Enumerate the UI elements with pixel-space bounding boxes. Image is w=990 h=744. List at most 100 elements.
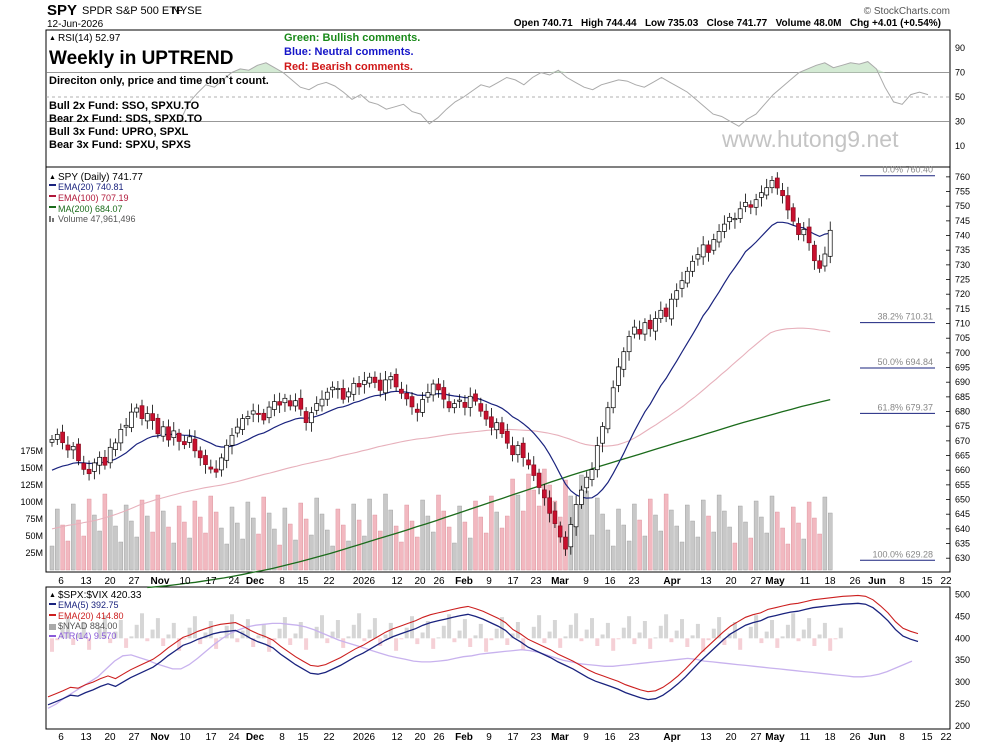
nyad-bar (510, 633, 515, 639)
copyright-label: © StockCharts.com (864, 6, 950, 17)
volume-bar (663, 493, 669, 571)
nyad-bar (701, 638, 706, 652)
nyad-bar (118, 620, 123, 639)
legend-ema20: EMA(20) 740.81 (58, 182, 124, 192)
legend-volume: Volume 47,961,496 (58, 214, 136, 224)
nyad-bar (388, 622, 393, 639)
volume-bar (277, 544, 282, 571)
candle-up (219, 457, 224, 471)
volume-bar (473, 500, 478, 571)
nyad-bar (235, 638, 240, 643)
candle-down (340, 388, 346, 400)
volume-bar (129, 520, 134, 571)
candle-up (684, 270, 690, 284)
candle-down (526, 459, 531, 466)
price-tick-label: 700 (955, 348, 970, 358)
volume-bar (510, 478, 515, 571)
volume-bar (690, 520, 695, 571)
candle-up (579, 489, 584, 505)
nyad-bar (478, 623, 483, 639)
volume-bar (86, 498, 92, 571)
nyad-bar (801, 629, 806, 639)
volume-bar (388, 509, 393, 571)
volume-bar (441, 510, 446, 571)
volume-bar (494, 511, 499, 571)
nyad-bar (65, 617, 70, 639)
x-axis-label: 22 (940, 576, 952, 587)
rsi-tick-label: 50 (955, 92, 965, 102)
volume-bar (60, 524, 65, 571)
indicator-tick-label: 200 (955, 721, 970, 731)
x-axis-label: 24 (228, 732, 240, 743)
volume-bar (611, 545, 616, 571)
nyad-bar (304, 638, 309, 650)
candle-up (272, 401, 277, 410)
candle-up (362, 380, 367, 385)
price-tick-label: 675 (955, 421, 970, 431)
nyad-bar (632, 638, 637, 645)
volume-bar (49, 545, 55, 571)
volume-bar (542, 468, 547, 571)
volume-bar (240, 538, 245, 571)
nyad-bar (791, 613, 796, 639)
volume-bar (526, 473, 531, 571)
candle-up (314, 403, 320, 411)
candle-down (706, 244, 711, 253)
watermark: www.hutong9.net (721, 126, 899, 152)
nyad-bar (378, 638, 383, 646)
candle-down (166, 426, 171, 441)
comment-legend-red: Red: Bearish comments. (284, 61, 413, 73)
candle-up (160, 426, 166, 437)
nyad-bar (208, 621, 213, 639)
nyad-bar (531, 626, 536, 639)
nyad-bar (611, 638, 616, 651)
volume-bar (595, 497, 600, 571)
volume-bar (224, 543, 229, 571)
volume-bar (727, 526, 732, 571)
indicator-tick-label: 500 (955, 590, 970, 600)
price-tick-label: 635 (955, 539, 970, 549)
nyad-bar (330, 631, 335, 639)
candle-up (335, 388, 341, 390)
x-axis-label: 20 (104, 576, 116, 587)
volume-bar (425, 515, 431, 571)
candle-up (515, 445, 521, 456)
legend-ema20-ind: EMA(20) 414.80 (58, 611, 124, 621)
ticker-name: SPDR S&P 500 ETF (82, 5, 183, 17)
nyad-bar (473, 635, 478, 639)
volume-bar (436, 494, 441, 571)
nyad-bar (690, 635, 695, 639)
candle-down (303, 411, 309, 423)
candle-up (452, 403, 457, 409)
candle-down (510, 445, 515, 456)
candle-up (827, 229, 833, 257)
nyad-bar (568, 624, 573, 639)
volume-bar (420, 499, 425, 571)
legend-swatch-ma200 (49, 206, 56, 208)
volume-bar (637, 519, 642, 571)
volume-bar (579, 474, 584, 571)
nyad-bar (780, 636, 785, 639)
nyad-bar (277, 628, 282, 639)
nyad-bar (383, 634, 388, 639)
x-axis-label: 10 (179, 576, 191, 587)
nyad-bar (547, 631, 552, 639)
candle-up (92, 462, 97, 472)
nyad-bar (574, 613, 579, 639)
candle-up (388, 376, 394, 381)
nyad-bar (664, 614, 669, 639)
legend-swatch-volume (52, 218, 54, 222)
volume-bar (679, 541, 685, 571)
nyad-bar (362, 638, 367, 642)
volume-bar (468, 537, 473, 571)
rsi-tick-label: 30 (955, 116, 965, 126)
x-axis-label: 17 (205, 732, 217, 743)
candle-down (637, 329, 642, 335)
price-tick-label: 695 (955, 363, 970, 373)
volume-bar (515, 494, 521, 571)
volume-bar (176, 505, 182, 571)
nyad-bar (542, 638, 547, 644)
volume-bar (653, 514, 658, 571)
volume-bar (769, 495, 775, 571)
candle-up (743, 202, 748, 207)
